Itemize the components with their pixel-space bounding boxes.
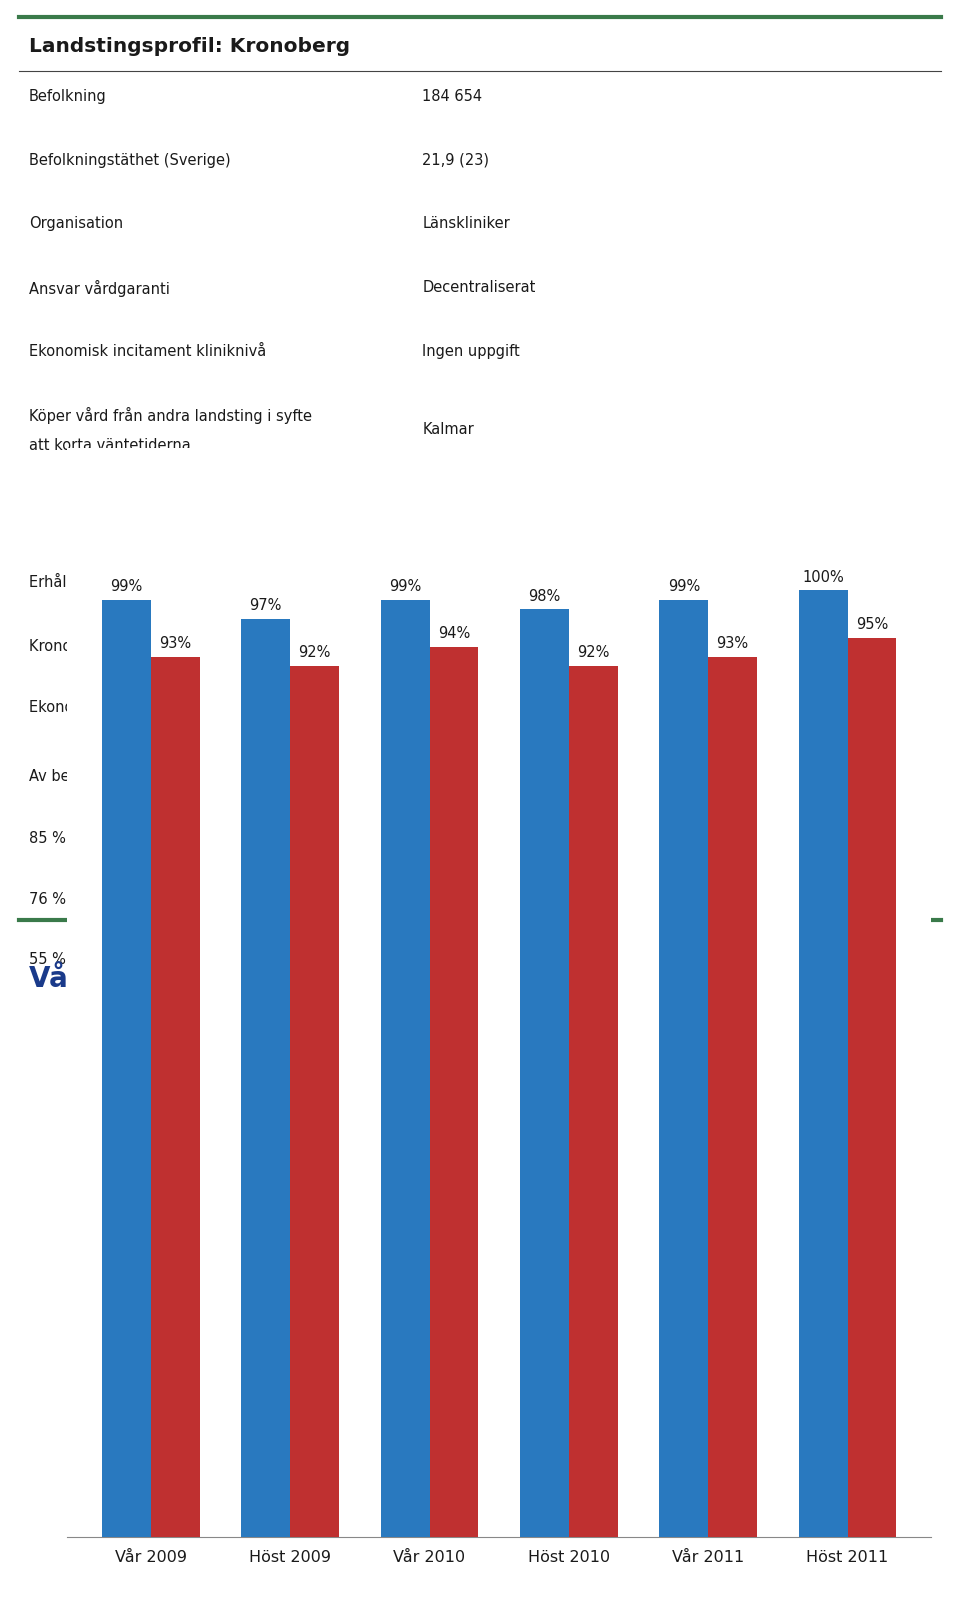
Bar [381,600,429,1537]
Text: att korta väntetiderna: att korta väntetiderna [29,439,190,453]
Bar [290,666,339,1537]
Bar [241,618,290,1537]
Text: Decentraliserat: Decentraliserat [422,280,536,295]
Text: 36 017: 36 017 [605,573,656,588]
Legend: Telefonkontakt dag 1, Läkarbesök inom 7 dagar: Telefonkontakt dag 1, Läkarbesök inom 7 … [84,1053,531,1081]
Bar [708,656,757,1537]
Text: 85 % att de har tillgång till den vård de behöver. (Sverige 80 %): 85 % att de har tillgång till den vård d… [29,829,499,845]
Text: 2011: 2011 [778,509,819,524]
Text: Befolkning: Befolkning [29,90,107,104]
Text: Befolkningstäthet (Sverige): Befolkningstäthet (Sverige) [29,152,230,168]
Bar [660,600,708,1537]
Text: 76 % att väntetiderna till vårdcentral är rimliga. (Sverige 69 %): 76 % att väntetiderna till vårdcentral ä… [29,890,494,906]
Text: Landstingsprofil: Kronoberg: Landstingsprofil: Kronoberg [29,37,350,56]
Text: 100%: 100% [803,570,844,584]
Text: Vårdgarantin och primärvårdens tillgänglighet: Vårdgarantin och primärvårdens tillgängl… [29,961,760,993]
Text: 98%: 98% [528,589,561,604]
Text: 53 045: 53 045 [778,573,828,588]
Text: 99%: 99% [389,580,421,594]
Text: Kalmar: Kalmar [422,423,474,437]
Text: Erhållit från Kömiljarden, tkr: Erhållit från Kömiljarden, tkr [29,573,235,589]
Text: 99%: 99% [668,580,700,594]
Text: 2010: 2010 [605,509,646,524]
Text: Ansvar vårdgaranti: Ansvar vårdgaranti [29,280,170,298]
Text: 95%: 95% [856,616,888,632]
Text: 196 (106): 196 (106) [605,637,677,652]
Text: Ingen uppgift: Ingen uppgift [422,344,520,359]
Bar [848,637,897,1537]
Bar [102,600,151,1537]
Text: 93%: 93% [716,636,749,652]
Text: Ekonomiskt resultat: Ekonomiskt resultat [29,700,175,716]
Text: 94%: 94% [438,626,470,642]
Bar [569,666,617,1537]
Text: -0,8 %: -0,8 % [778,700,825,716]
Text: 21,9 (23): 21,9 (23) [422,152,490,168]
Text: 3,5 %: 3,5 % [605,700,646,716]
Bar [799,591,848,1537]
Text: 184 654: 184 654 [422,90,483,104]
Text: 287 (105): 287 (105) [778,637,850,652]
Text: Kronor/invånare (Sverige): Kronor/invånare (Sverige) [29,637,218,653]
Text: 55 % att väntetiderna till besök på sjukhus är rimliga. (Sverige 44 %): 55 % att väntetiderna till besök på sjuk… [29,949,538,967]
Text: Av befolkningen anser (2011):: Av befolkningen anser (2011): [29,768,251,783]
Bar [429,647,478,1537]
Text: Länskliniker: Länskliniker [422,216,510,232]
Text: 99%: 99% [110,580,142,594]
Text: Ekonomisk incitament kliniknivå: Ekonomisk incitament kliniknivå [29,344,266,359]
Bar [151,656,200,1537]
Text: 3,1 %: 3,1 % [422,700,464,716]
Text: 111 (107): 111 (107) [422,637,494,652]
Text: 2009: 2009 [422,509,463,524]
Text: Organisation: Organisation [29,216,123,232]
Text: 92%: 92% [577,645,610,660]
Text: Köper vård från andra landsting i syfte: Köper vård från andra landsting i syfte [29,407,312,424]
Text: 97%: 97% [250,599,282,613]
Text: 20 346: 20 346 [422,573,473,588]
Text: 93%: 93% [159,636,191,652]
Text: 92%: 92% [299,645,331,660]
Bar [520,610,569,1537]
